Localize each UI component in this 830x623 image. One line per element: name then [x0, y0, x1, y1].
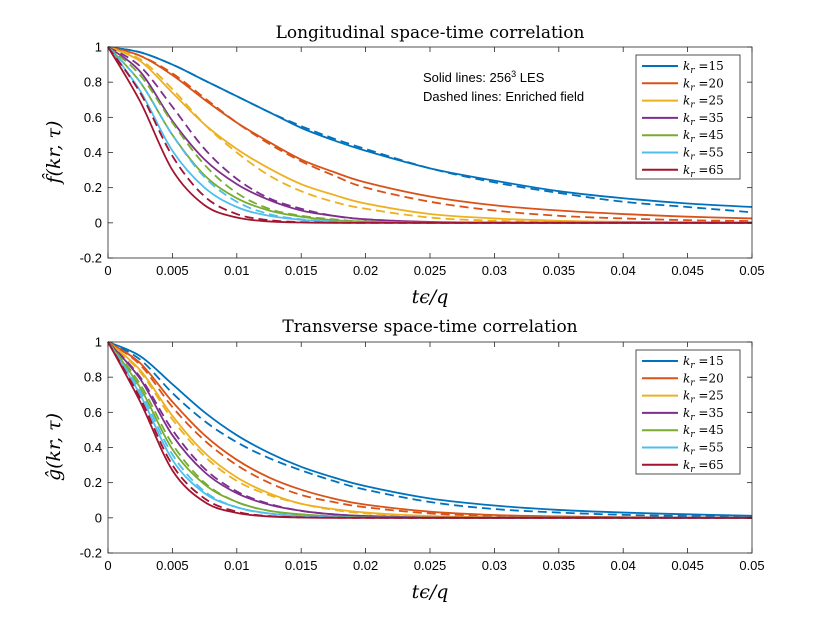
series-solid-line-2	[107, 46, 753, 224]
y-tick-label: -0.2	[80, 546, 102, 561]
legend-label-value: =25	[695, 94, 724, 108]
x-tick-label: 0.015	[285, 558, 318, 573]
legend-label-2: kr =25	[683, 389, 724, 406]
chart-title-longitudinal: Longitudinal space-time correlation	[276, 23, 585, 43]
x-tick-label: 0.02	[353, 558, 378, 573]
annotation-dashed-lines: Dashed lines: Enriched field	[423, 89, 584, 104]
y-tick-label: 0.8	[84, 370, 102, 385]
legend-label-value: =15	[695, 354, 724, 368]
x-tick-label: 0.01	[224, 558, 249, 573]
legend-label-value: =15	[695, 59, 724, 73]
legend-label-value: =25	[695, 389, 724, 403]
y-tick-label: 0.8	[84, 75, 102, 90]
x-tick-label: 0.015	[285, 263, 318, 278]
y-tick-label: 1	[95, 335, 102, 350]
y-tick-label: 0.4	[84, 145, 102, 160]
x-tick-label: 0.035	[543, 263, 576, 278]
transverse-correlation-panel: Transverse space-time correlation 0 0.005…	[43, 317, 765, 603]
x-tick-label: 0.025	[414, 263, 447, 278]
y-tick-label: 0.2	[84, 180, 102, 195]
legend-label-value: =35	[695, 111, 724, 125]
legend-label-5: kr =55	[683, 146, 724, 163]
series-dashed-line-0	[107, 46, 753, 214]
x-tick-label: 0	[104, 558, 111, 573]
x-tick-label: 0.045	[671, 263, 704, 278]
series-solid-line-6	[107, 341, 752, 519]
legend-label-subscript: r	[690, 396, 695, 406]
legend-label-subscript: r	[690, 170, 695, 180]
y-axis-label: f̂(kr, τ)	[42, 121, 65, 186]
x-tick-label: 0.01	[224, 263, 249, 278]
legend-label-subscript: r	[690, 378, 695, 388]
legend-label-subscript: r	[690, 361, 695, 371]
y-tick-label: 0.2	[84, 475, 102, 490]
legend-label-value: =55	[695, 441, 724, 455]
annotation-tail: LES	[516, 70, 545, 85]
x-axis-label: tϵ/q	[412, 286, 449, 308]
series-solid-line-1	[107, 46, 753, 220]
legend-label-subscript: r	[690, 413, 695, 423]
legend-label-subscript: r	[690, 66, 695, 76]
x-tick-label: 0.04	[611, 558, 636, 573]
y-tick-label: 0.4	[84, 440, 102, 455]
x-tick-label: 0.005	[156, 558, 189, 573]
x-tick-label: 0.005	[156, 263, 189, 278]
x-tick-label: 0.035	[543, 558, 576, 573]
legend-label-subscript: r	[690, 83, 695, 93]
x-tick-label: 0.03	[482, 558, 507, 573]
y-tick-label: 1	[95, 40, 102, 55]
legend-label-2: kr =25	[683, 94, 724, 111]
longitudinal-correlation-panel: Longitudinal space-time correlation 0 0.0…	[42, 23, 765, 308]
y-tick-label: 0	[95, 215, 102, 230]
legend-label-subscript: r	[690, 153, 695, 163]
legend-label-subscript: r	[690, 465, 695, 475]
y-tick-label: 0.6	[84, 110, 102, 125]
legend-label-value: =20	[695, 76, 724, 90]
y-tick-label: 0	[95, 510, 102, 525]
series-solid-line-0	[107, 341, 753, 517]
x-tick-label: 0.03	[482, 263, 507, 278]
x-tick-label: 0	[104, 263, 111, 278]
legend-label-value: =35	[695, 406, 724, 420]
x-tick-label: 0.04	[611, 263, 636, 278]
y-axis-label: ĝ(kr, τ)	[43, 413, 65, 481]
x-tick-label: 0.02	[353, 263, 378, 278]
legend-label-subscript: r	[690, 448, 695, 458]
series-solid-line-0	[107, 46, 753, 208]
legend-label-subscript: r	[690, 101, 695, 111]
annotation-solid-lines: Solid lines: 2563 LES	[423, 69, 545, 85]
annotation-superscript: 3	[511, 69, 516, 79]
x-tick-label: 0.05	[739, 263, 764, 278]
legend-label-value: =45	[695, 128, 724, 142]
x-tick-label: 0.05	[739, 558, 764, 573]
x-axis-label: tϵ/q	[412, 581, 449, 603]
legend-label-value: =20	[695, 371, 724, 385]
y-tick-label: 0.6	[84, 405, 102, 420]
legend-label-subscript: r	[690, 118, 695, 128]
x-tick-label: 0.025	[414, 558, 447, 573]
series-dashed-line-0	[107, 341, 753, 518]
legend-label-subscript: r	[690, 135, 695, 145]
series-dashed-line-1	[107, 46, 753, 222]
legend-label-value: =45	[695, 423, 724, 437]
series-dashed-line-2	[107, 341, 752, 519]
legend-label-value: =55	[695, 146, 724, 160]
series-solid-line-6	[107, 46, 752, 224]
y-tick-label: -0.2	[80, 251, 102, 266]
chart-title-transverse: Transverse space-time correlation	[282, 317, 577, 337]
legend-label-value: =65	[695, 163, 724, 177]
legend-label-value: =65	[695, 458, 724, 472]
x-tick-label: 0.045	[671, 558, 704, 573]
legend-label-subscript: r	[690, 430, 695, 440]
